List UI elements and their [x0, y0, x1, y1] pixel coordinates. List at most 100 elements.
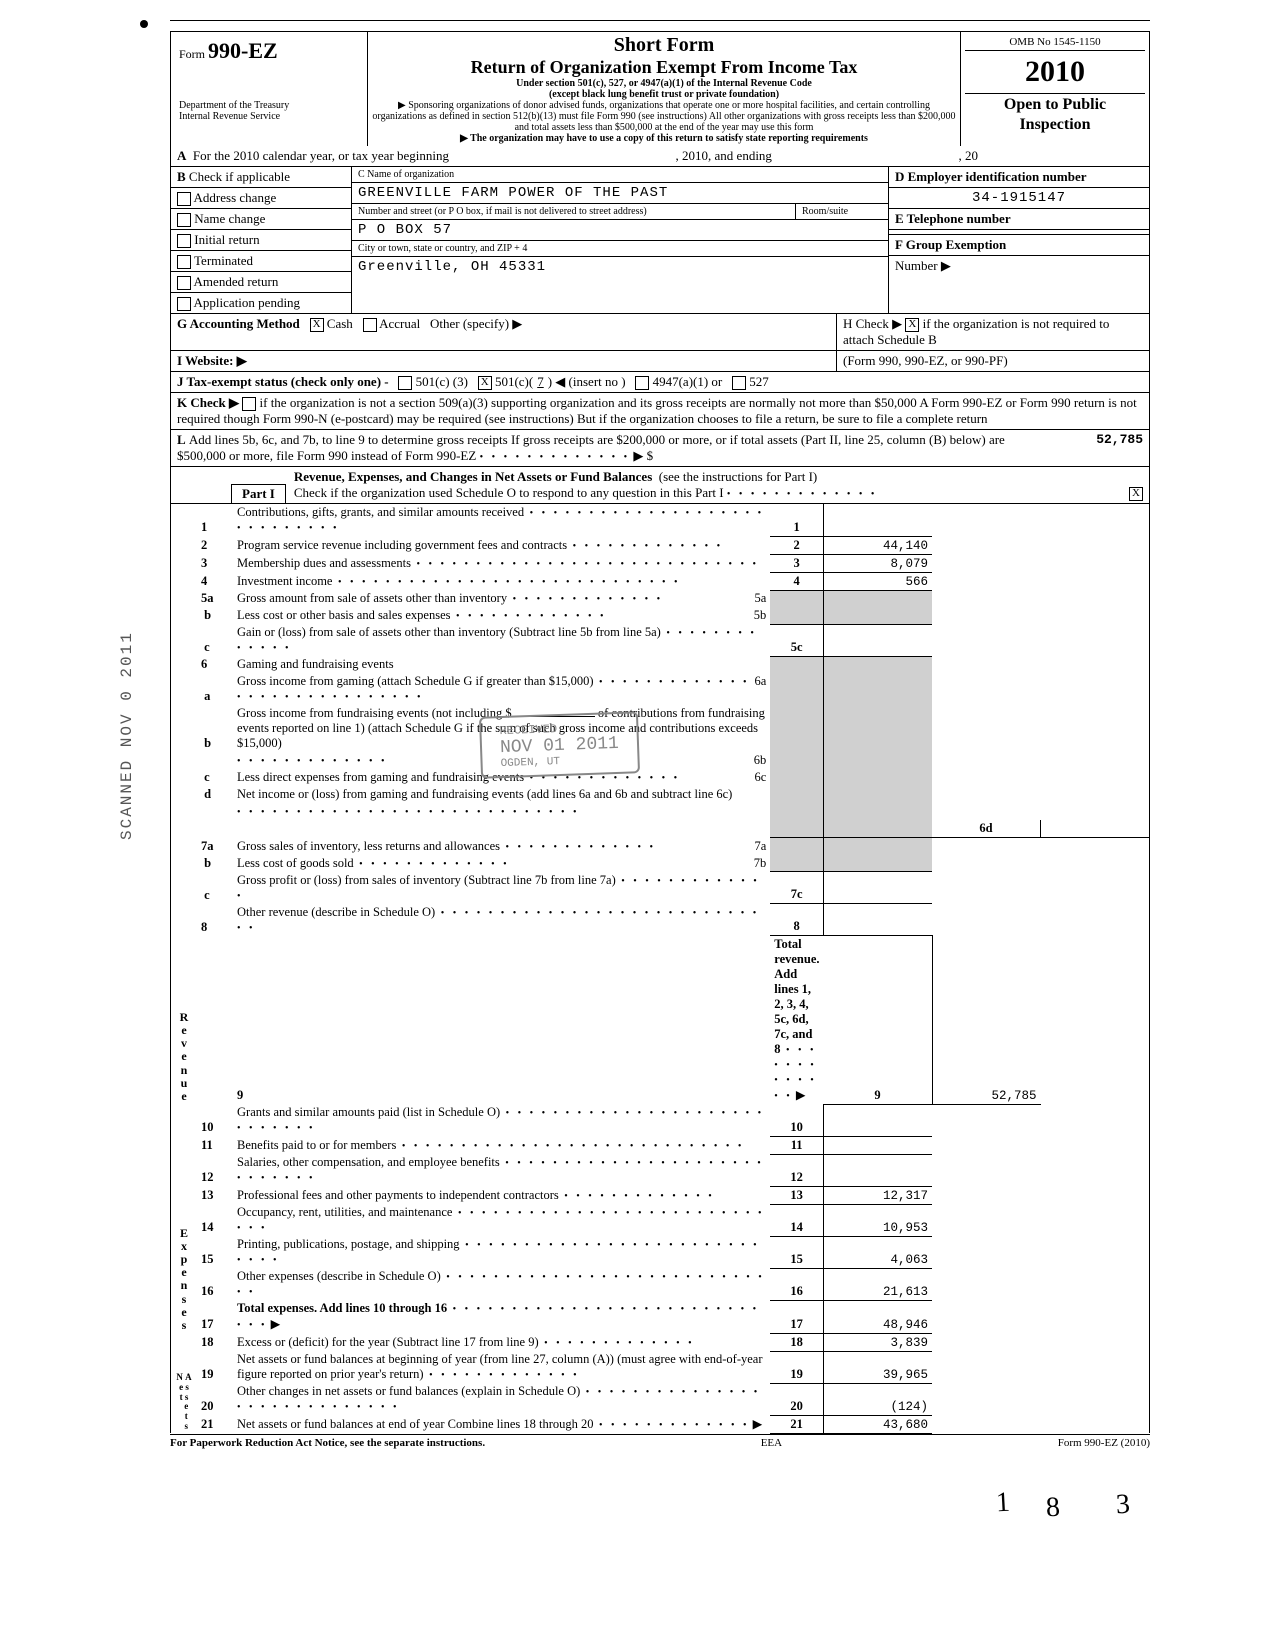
- form-id-box: Form 990-EZ Department of the Treasury I…: [171, 32, 368, 146]
- l4-v: 566: [824, 572, 933, 590]
- part1-header: Part I Revenue, Expenses, and Changes in…: [170, 467, 1150, 504]
- opt-application-pending: Application pending: [194, 295, 301, 310]
- hand-1: 1: [995, 1486, 1011, 1519]
- l14-t: Occupancy, rent, utilities, and maintena…: [237, 1205, 452, 1219]
- l10-t: Grants and similar amounts paid (list in…: [237, 1105, 500, 1119]
- l6-t: Gaming and fundraising events: [233, 656, 770, 673]
- chk-part1-val: X: [1132, 487, 1140, 499]
- line-k: K Check ▶ if the organization is not a s…: [170, 393, 1150, 430]
- ein-value: 34-1915147: [889, 188, 1149, 209]
- hand-3: 3: [1115, 1488, 1131, 1521]
- l7b-t: Less cost of goods sold: [237, 856, 354, 870]
- l11-t: Benefits paid to or for members: [237, 1138, 396, 1152]
- c-city-label: City or town, state or country, and ZIP …: [352, 241, 888, 257]
- l-value: 52,785: [1023, 432, 1143, 464]
- part1-title: Revenue, Expenses, and Changes in Net As…: [294, 469, 652, 484]
- l13-v: 12,317: [824, 1186, 933, 1204]
- l19-v: 39,965: [824, 1351, 933, 1383]
- title-short-form: Short Form: [372, 34, 956, 57]
- j-501c-e: ) ◀ (insert no ): [548, 374, 626, 389]
- chk-accrual[interactable]: [363, 318, 377, 332]
- subtitle-4: ▶ The organization may have to use a cop…: [372, 133, 956, 144]
- l5a-t: Gross amount from sale of assets other t…: [237, 591, 507, 605]
- l5b-t: Less cost or other basis and sales expen…: [237, 608, 451, 622]
- irs-label: Internal Revenue Service: [179, 111, 359, 122]
- year-box: OMB No 1545-1150 2010 Open to Public Ins…: [960, 32, 1149, 146]
- chk-k[interactable]: [242, 397, 256, 411]
- open-to-public: Open to Public: [965, 94, 1145, 114]
- k-text: if the organization is not a section 509…: [177, 395, 1137, 426]
- section-d-e-f: D Employer identification number 34-1915…: [888, 167, 1149, 313]
- chk-initial-return[interactable]: [177, 234, 191, 248]
- l3-v: 8,079: [824, 554, 933, 572]
- d-label: D Employer identification number: [895, 169, 1087, 184]
- j-501c-n: 7: [533, 374, 548, 389]
- l15-t: Printing, publications, postage, and shi…: [237, 1237, 460, 1251]
- l21-t: Net assets or fund balances at end of ye…: [237, 1417, 594, 1431]
- chk-part1[interactable]: X: [1129, 487, 1143, 501]
- l9-v: 52,785: [932, 936, 1041, 1105]
- h-sub: (Form 990, 990-EZ, or 990-PF): [836, 351, 1149, 371]
- org-city: Greenville, OH 45331: [352, 257, 888, 277]
- side-revenue: Revenue: [171, 504, 198, 1104]
- footer-left: For Paperwork Reduction Act Notice, see …: [170, 1437, 485, 1449]
- title-box: Short Form Return of Organization Exempt…: [368, 32, 960, 146]
- side-scanned-stamp: SCANNED NOV 0 2011: [118, 631, 136, 840]
- c-street-label: Number and street (or P O box, if mail i…: [352, 204, 795, 219]
- l6b-t: Gross income from fundraising events (no…: [237, 706, 512, 720]
- l21-v: 43,680: [824, 1415, 933, 1433]
- subtitle-2: (except black lung benefit trust or priv…: [372, 89, 956, 100]
- l18-t: Excess or (deficit) for the year (Subtra…: [237, 1335, 539, 1349]
- chk-501c3[interactable]: [398, 376, 412, 390]
- l7c-v: [824, 872, 933, 904]
- l2-v: 44,140: [824, 536, 933, 554]
- chk-application-pending[interactable]: [177, 297, 191, 311]
- j-label: J Tax-exempt status (check only one) -: [177, 374, 389, 389]
- line-l: L Add lines 5b, 6c, and 7b, to line 9 to…: [170, 430, 1150, 467]
- opt-name-change: Name change: [194, 211, 265, 226]
- org-name: GREENVILLE FARM POWER OF THE PAST: [352, 183, 888, 204]
- k-label: K Check ▶: [177, 395, 239, 410]
- chk-527[interactable]: [732, 376, 746, 390]
- chk-address-change[interactable]: [177, 192, 191, 206]
- line-a-text-1: For the 2010 calendar year, or tax year …: [193, 148, 449, 163]
- chk-4947[interactable]: [635, 376, 649, 390]
- footer-right: Form 990-EZ (2010): [1058, 1437, 1150, 1449]
- chk-cash[interactable]: X: [310, 318, 324, 332]
- c-name-label: C Name of organization: [352, 167, 888, 183]
- chk-501c[interactable]: X: [478, 376, 492, 390]
- i-label: I Website: ▶: [177, 353, 247, 368]
- g-accrual: Accrual: [379, 316, 420, 331]
- l8-v: [824, 904, 933, 936]
- section-b: B Check if applicable Address change Nam…: [171, 167, 352, 313]
- l12-v: [824, 1154, 933, 1186]
- line-a-text-3: , 20: [958, 148, 978, 163]
- chk-terminated[interactable]: [177, 255, 191, 269]
- line-i: I Website: ▶ (Form 990, 990-EZ, or 990-P…: [170, 351, 1150, 372]
- l13-t: Professional fees and other payments to …: [237, 1188, 559, 1202]
- g-label: G Accounting Method: [177, 316, 300, 331]
- hand-8: 8: [1045, 1491, 1061, 1524]
- page-footer: For Paperwork Reduction Act Notice, see …: [170, 1434, 1150, 1449]
- form-page: Form 990-EZ Department of the Treasury I…: [170, 20, 1150, 1449]
- h-label: H Check ▶: [843, 316, 902, 331]
- chk-name-change[interactable]: [177, 213, 191, 227]
- chk-h[interactable]: X: [905, 318, 919, 332]
- part1-note: (see the instructions for Part I): [659, 469, 817, 484]
- chk-amended[interactable]: [177, 276, 191, 290]
- form-header: Form 990-EZ Department of the Treasury I…: [170, 31, 1150, 146]
- j-4947: 4947(a)(1) or: [653, 374, 723, 389]
- l6a-t: Gross income from gaming (attach Schedul…: [237, 674, 594, 688]
- g-other: Other (specify) ▶: [430, 316, 522, 331]
- l20-v: (124): [824, 1383, 933, 1415]
- l17-t: Total expenses. Add lines 10 through 16: [237, 1301, 447, 1315]
- j-527: 527: [749, 374, 769, 389]
- l16-v: 21,613: [824, 1268, 933, 1300]
- l5c-v: [824, 624, 933, 656]
- part1-check-text: Check if the organization used Schedule …: [294, 485, 724, 500]
- part1-tab: Part I: [231, 484, 286, 503]
- l6d-v: [1041, 820, 1150, 838]
- l7c-t: Gross profit or (loss) from sales of inv…: [237, 873, 616, 887]
- subtitle-3: ▶ Sponsoring organizations of donor advi…: [372, 100, 956, 133]
- line-a: A For the 2010 calendar year, or tax yea…: [170, 146, 1150, 167]
